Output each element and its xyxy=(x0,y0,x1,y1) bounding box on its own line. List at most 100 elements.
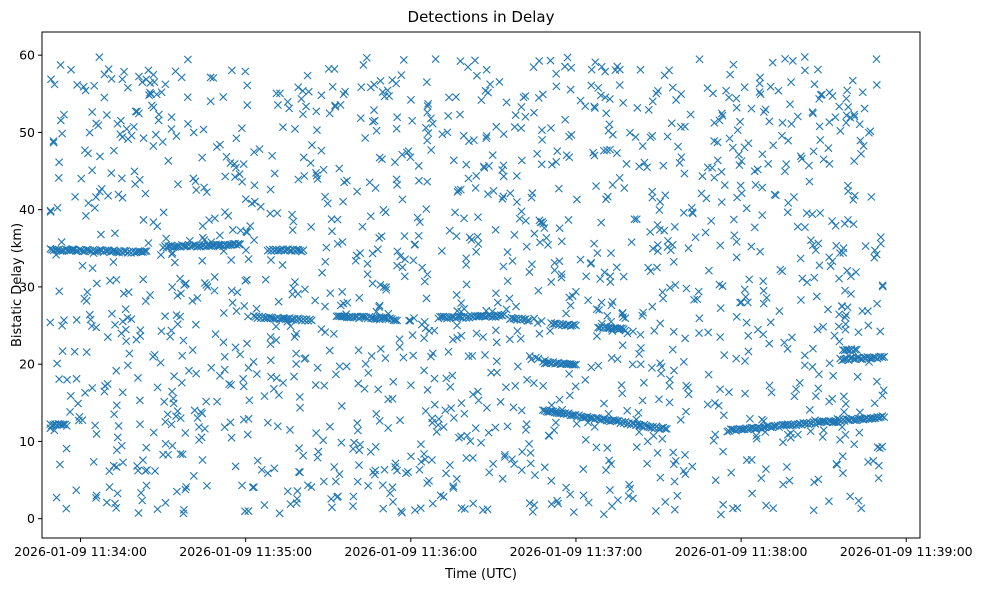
data-point xyxy=(608,180,617,189)
data-point xyxy=(370,80,379,89)
data-point xyxy=(757,474,766,483)
data-point xyxy=(553,496,562,505)
data-point xyxy=(590,103,599,112)
data-point xyxy=(71,192,80,201)
data-point xyxy=(73,80,82,89)
data-point xyxy=(436,491,445,500)
data-point xyxy=(856,136,865,145)
data-point xyxy=(512,171,521,180)
data-point xyxy=(156,358,165,367)
data-point xyxy=(566,490,575,499)
data-point xyxy=(192,185,201,194)
data-point xyxy=(167,420,176,429)
data-point xyxy=(331,477,340,486)
data-point xyxy=(119,289,128,298)
data-point xyxy=(530,314,539,323)
data-point xyxy=(824,497,833,506)
data-point xyxy=(568,321,577,330)
data-point xyxy=(676,415,685,424)
data-point xyxy=(266,256,275,265)
data-point xyxy=(855,120,864,129)
data-point xyxy=(294,289,303,298)
data-point xyxy=(139,215,148,224)
data-point xyxy=(677,90,686,99)
data-point xyxy=(198,233,207,242)
data-point xyxy=(565,369,574,378)
data-point xyxy=(142,443,151,452)
data-point xyxy=(607,460,616,469)
data-point xyxy=(628,494,637,503)
data-point xyxy=(355,461,363,470)
data-point xyxy=(244,255,253,264)
data-point xyxy=(220,365,229,374)
data-point xyxy=(579,491,588,500)
data-point xyxy=(669,327,678,336)
y-axis-label: Bistatic Delay (km) xyxy=(10,223,25,347)
data-point xyxy=(72,315,81,324)
data-point xyxy=(632,215,641,224)
data-point xyxy=(844,102,853,111)
data-point xyxy=(292,349,301,358)
data-point xyxy=(550,258,559,267)
data-point xyxy=(716,510,725,519)
data-point xyxy=(744,331,753,340)
data-point xyxy=(397,71,406,80)
data-point xyxy=(125,349,134,358)
data-point xyxy=(84,199,93,208)
data-point xyxy=(118,388,127,397)
data-point xyxy=(808,108,817,117)
data-point xyxy=(665,66,674,75)
data-point xyxy=(398,150,407,159)
data-point xyxy=(552,82,561,91)
data-point xyxy=(120,67,129,76)
data-point xyxy=(86,315,95,324)
data-point xyxy=(571,360,580,369)
data-point xyxy=(423,102,432,111)
data-point xyxy=(197,433,206,442)
data-point xyxy=(313,363,322,372)
data-point xyxy=(796,152,805,161)
data-point xyxy=(448,371,457,380)
data-point xyxy=(864,458,873,466)
data-point xyxy=(638,141,647,150)
data-point xyxy=(367,352,376,361)
data-point xyxy=(594,361,603,370)
data-point xyxy=(268,151,277,160)
data-point xyxy=(537,317,546,325)
data-point xyxy=(658,288,667,297)
data-point xyxy=(507,455,516,464)
data-point xyxy=(661,424,670,433)
data-point xyxy=(505,335,514,344)
data-point xyxy=(159,208,168,217)
data-point xyxy=(681,407,690,416)
data-point xyxy=(798,274,807,283)
data-point xyxy=(437,246,446,255)
data-point xyxy=(161,417,170,426)
data-point xyxy=(813,325,822,334)
data-point xyxy=(751,180,760,189)
data-point xyxy=(779,480,788,489)
data-point xyxy=(538,90,547,99)
data-point xyxy=(854,496,863,505)
data-point xyxy=(312,107,321,116)
data-point xyxy=(145,91,154,100)
data-point xyxy=(452,290,461,299)
data-point xyxy=(392,79,401,88)
data-point xyxy=(670,505,679,514)
data-point xyxy=(116,116,125,125)
data-point xyxy=(96,230,105,239)
data-point xyxy=(639,378,648,387)
data-point xyxy=(546,124,555,133)
data-point xyxy=(117,441,126,450)
data-point xyxy=(290,124,299,133)
data-point xyxy=(89,457,98,466)
data-point xyxy=(283,97,292,106)
data-point xyxy=(814,239,823,248)
data-point xyxy=(227,380,236,389)
data-point xyxy=(444,347,453,356)
data-point xyxy=(454,186,463,195)
data-point xyxy=(826,262,835,271)
data-point xyxy=(372,409,381,418)
data-point xyxy=(619,98,628,107)
data-point xyxy=(102,498,111,507)
